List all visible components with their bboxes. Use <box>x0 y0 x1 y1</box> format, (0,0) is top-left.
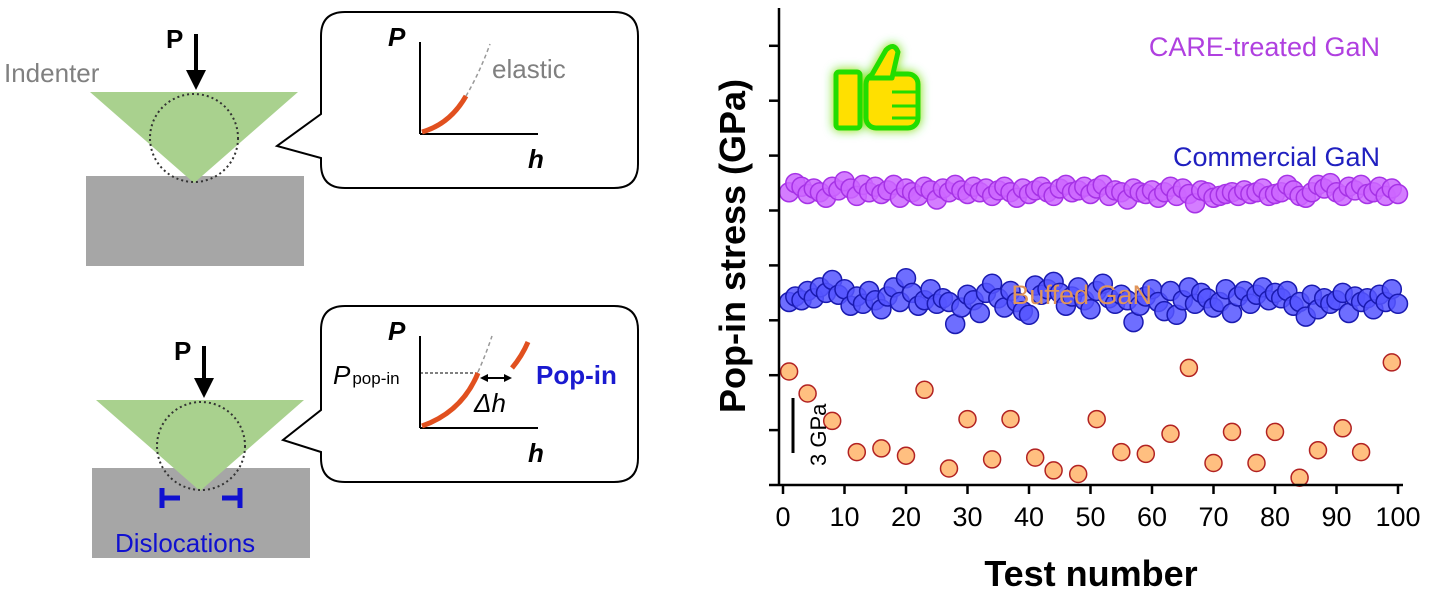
load-curve-bottom-elastic <box>421 372 481 429</box>
data-point <box>1179 358 1199 378</box>
data-point <box>915 380 934 400</box>
indenter-top <box>90 92 298 183</box>
data-point <box>1161 424 1180 444</box>
ticks-layer: 0 10 20 30 40 50 60 70 80 90 100 <box>769 44 1421 532</box>
load-label-top: P <box>166 24 183 54</box>
data-point <box>798 384 817 403</box>
schematic-top: P Indenter P h elastic <box>4 11 639 266</box>
data-point <box>958 409 977 429</box>
dislocations-label: Dislocations <box>115 528 255 558</box>
elastic-extrapolation-bottom <box>477 335 493 373</box>
load-label-bottom: P <box>174 336 191 366</box>
load-arrow-head-top <box>186 70 206 90</box>
data-point <box>1112 442 1131 462</box>
data-point <box>969 302 991 324</box>
delta-h-arrow-head-right <box>504 374 512 382</box>
x-tick-label: 20 <box>891 502 921 532</box>
data-point <box>1018 304 1040 326</box>
data-point <box>822 411 842 431</box>
inset-y-label-top: P <box>388 22 406 52</box>
specimen-top <box>86 176 304 266</box>
indenter-label: Indenter <box>4 58 100 88</box>
delta-h-label: Δh <box>473 388 506 418</box>
data-point <box>939 459 959 478</box>
data-point <box>1290 468 1309 487</box>
dislocation-symbol-right <box>222 488 243 508</box>
data-point <box>1382 353 1402 372</box>
x-tick-label: 60 <box>1137 502 1167 532</box>
x-tick-label: 90 <box>1321 502 1351 532</box>
scatter-chart: 0 10 20 30 40 50 60 70 80 90 100 CARE-treated GaN … <box>712 8 1421 594</box>
inset-x-label-top: h <box>528 144 544 174</box>
data-point <box>1025 448 1045 467</box>
load-curve-bottom-after-popin <box>510 341 531 370</box>
data-point <box>1265 422 1285 442</box>
elastic-label: elastic <box>492 54 566 84</box>
x-tick-label: 30 <box>952 502 982 532</box>
elastic-extrapolation-top <box>465 43 491 97</box>
data-point <box>1333 419 1352 438</box>
data-point <box>1387 293 1409 315</box>
data-point <box>1080 299 1101 320</box>
inset-y-label-bottom: P <box>388 316 406 346</box>
callout-bubble-top <box>274 11 639 189</box>
indenter-bottom <box>96 400 304 491</box>
data-point <box>779 362 799 381</box>
scale-bar-label: 3 GPa <box>806 403 831 466</box>
callout-bubble-bottom <box>280 305 639 483</box>
popin-label: Pop-in <box>536 360 617 390</box>
load-arrow-head-bottom <box>194 378 214 398</box>
data-point <box>1044 461 1063 480</box>
x-tick-label: 80 <box>1260 502 1290 532</box>
data-point <box>1222 422 1242 442</box>
thumbs-up-icon <box>833 44 921 131</box>
x-tick-label: 10 <box>829 502 859 532</box>
x-tick-label: 50 <box>1075 502 1105 532</box>
data-point <box>1351 442 1371 462</box>
delta-h-arrow-head-left <box>480 374 488 382</box>
y-axis-title: Pop-in stress (GPa) <box>712 79 753 413</box>
indenter-contact-circle-bottom <box>156 401 246 491</box>
series-care-treated-gan <box>778 170 1409 214</box>
data-point <box>982 450 1002 469</box>
data-point <box>1387 183 1409 205</box>
data-point <box>1136 444 1156 464</box>
series-label-care: CARE-treated GaN <box>1149 32 1380 62</box>
indenter-contact-circle-top <box>149 93 239 183</box>
data-point <box>847 442 867 462</box>
data-point <box>1204 453 1223 473</box>
data-point <box>1068 464 1088 484</box>
series-commercial-gan <box>778 267 1409 335</box>
data-point <box>1247 453 1266 473</box>
data-point <box>896 446 916 465</box>
x-tick-label: 0 <box>775 502 790 532</box>
x-axis-title: Test number <box>984 553 1197 594</box>
series-buffed-gan <box>779 353 1402 487</box>
load-curve-top <box>421 94 469 135</box>
x-tick-label: 40 <box>1014 502 1044 532</box>
dislocation-symbol-left <box>159 488 180 508</box>
inset-x-label-bottom: h <box>528 438 544 468</box>
data-point <box>1308 440 1328 460</box>
data-point <box>1001 409 1020 429</box>
markers-layer <box>778 170 1409 487</box>
series-label-buffed: Buffed GaN <box>1011 280 1152 310</box>
data-point <box>1087 409 1106 429</box>
series-label-commercial: Commercial GaN <box>1173 142 1380 172</box>
x-tick-label: 70 <box>1198 502 1228 532</box>
data-point <box>872 439 891 458</box>
x-tick-label: 100 <box>1375 502 1420 532</box>
